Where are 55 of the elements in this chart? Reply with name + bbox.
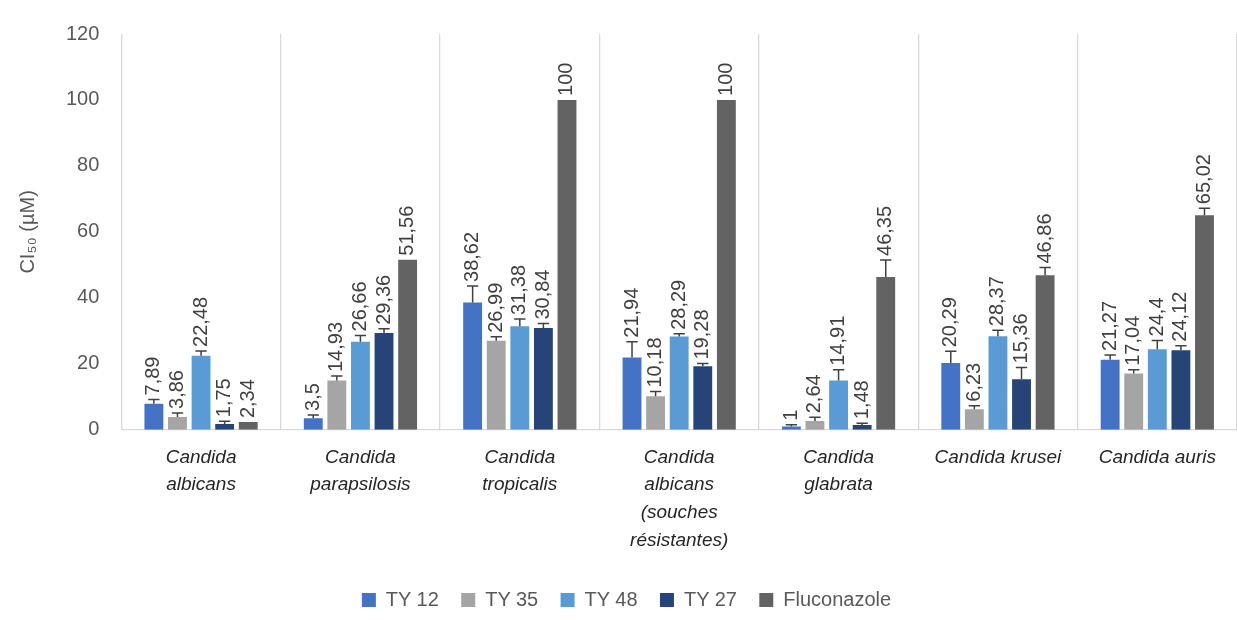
x-tick-label: Candida glabrata [803, 445, 874, 495]
y-tick-label: 60 [77, 219, 100, 242]
data-label: 6,23 [961, 362, 984, 402]
x-tick-label: Candida parapsilosis [309, 445, 412, 495]
y-tick-label: 40 [77, 285, 100, 308]
legend-label: TY 48 [584, 587, 638, 610]
data-label: 1 [778, 409, 801, 421]
legend-label: TY 12 [385, 587, 439, 610]
data-label: 1,48 [849, 380, 872, 420]
y-axis-title: CI₅₀ (µM) [15, 190, 38, 274]
data-label: 46,86 [1032, 213, 1055, 264]
data-label: 24,4 [1144, 297, 1167, 337]
data-label: 46,35 [873, 205, 896, 256]
data-label: 28,37 [985, 276, 1008, 327]
data-label: 15,36 [1009, 313, 1032, 364]
data-label: 100 [554, 62, 577, 96]
x-tick-label: Candida albicans (souches résistantes) [630, 445, 729, 550]
data-label: 10,18 [643, 337, 666, 388]
data-label: 28,29 [666, 279, 689, 330]
y-tick-label: 120 [65, 21, 100, 44]
data-label: 1,75 [212, 378, 235, 418]
y-tick-label: 0 [88, 417, 100, 440]
data-label: 21,94 [619, 287, 642, 338]
x-tick-label: Candida tropicalis [482, 445, 558, 495]
data-label: 65,02 [1192, 154, 1214, 205]
data-label: 38,62 [460, 231, 483, 282]
y-tick-label: 20 [77, 351, 100, 374]
data-label: 51,56 [395, 205, 418, 256]
data-label: 24,12 [1168, 291, 1191, 342]
x-tick-label: Candida auris [1098, 445, 1217, 467]
data-label: 20,29 [938, 297, 961, 348]
data-label: 100 [713, 62, 736, 96]
legend-label: TY 35 [485, 587, 539, 610]
data-label: 30,84 [530, 269, 553, 320]
data-label: 7,89 [141, 356, 164, 396]
data-label: 2,64 [802, 374, 825, 414]
data-label: 26,66 [347, 281, 370, 332]
legend-label: Fluconazole [783, 587, 892, 610]
data-label: 3,86 [164, 370, 187, 409]
data-label: 3,5 [300, 383, 323, 411]
data-label: 14,91 [826, 315, 849, 366]
y-tick-label: 80 [77, 153, 100, 176]
data-label: 31,38 [507, 264, 530, 315]
data-label: 17,04 [1121, 315, 1144, 366]
legend-label: TY 27 [683, 587, 737, 610]
data-label: 26,99 [483, 282, 506, 333]
data-label: 21,27 [1097, 300, 1120, 351]
data-label: 19,28 [690, 309, 713, 360]
x-tick-label: Candida albicans [165, 445, 237, 495]
data-label: 2,34 [235, 379, 258, 419]
y-tick-label: 100 [65, 87, 100, 110]
data-label: 14,93 [324, 321, 347, 373]
x-tick-label: Candida krusei [934, 445, 1063, 467]
data-label: 29,36 [371, 274, 394, 325]
data-label: 22,48 [188, 296, 211, 347]
